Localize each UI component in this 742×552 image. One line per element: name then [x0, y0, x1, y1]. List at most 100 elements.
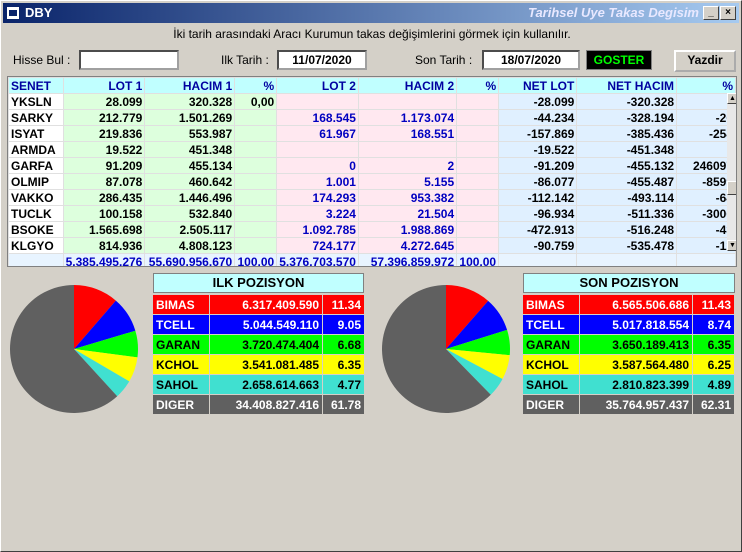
scroll-thumb[interactable]: [727, 181, 736, 195]
table-row[interactable]: BSOKE 1.565.698 2.505.117 1.092.785 1.988.86…: [8, 221, 736, 238]
column-header[interactable]: NET HACIM: [576, 77, 678, 94]
table-cell: 451.348: [144, 141, 236, 158]
table-cell: -3006: [676, 205, 736, 222]
table-row[interactable]: TUCLK 100.158 532.840 3.224 21.504 -96.934 -51…: [8, 205, 736, 222]
column-header[interactable]: %: [234, 77, 278, 94]
total-cell: 100,00: [456, 253, 500, 266]
table-cell: 0: [276, 157, 359, 174]
table-row[interactable]: VAKKO 286.435 1.446.496 174.293 953.382 -112.…: [8, 189, 736, 206]
table-cell: 1.446.496: [144, 189, 236, 206]
table-row[interactable]: YKSLN 28.099 320.328 0,00 -28.099 -320.328: [8, 93, 736, 110]
column-header[interactable]: HACIM 2: [357, 77, 458, 94]
table-cell: -451.348: [576, 141, 678, 158]
pozisyon-value: 3.720.474.404: [209, 334, 323, 355]
pie-slice-sahol: [74, 349, 130, 397]
hisse-search-input[interactable]: [79, 50, 179, 70]
table-cell: [234, 189, 278, 206]
pozisyon-symbol: GARAN: [522, 334, 580, 355]
column-header[interactable]: HACIM 1: [144, 77, 236, 94]
total-cell: 5.376.703.570: [276, 253, 359, 266]
table-cell: -91.209: [498, 157, 578, 174]
table-cell: -455.487: [576, 173, 678, 190]
table-cell: 1.501.269: [144, 109, 236, 126]
column-header[interactable]: NET LOT: [498, 77, 578, 94]
column-header[interactable]: LOT 1: [62, 77, 146, 94]
pozisyon-symbol: TCELL: [522, 314, 580, 335]
pozisyon-row: DIGER 35.764.957.437 62.31: [522, 394, 735, 415]
table-cell: [456, 125, 500, 142]
table-cell: -455.132: [576, 157, 678, 174]
total-cell: [676, 253, 736, 266]
pozisyon-percent: 4.77: [322, 374, 365, 395]
ilk-tarih-input[interactable]: 11/07/2020: [277, 50, 367, 70]
table-cell: [456, 189, 500, 206]
pozisyon-value: 34.408.827.416: [209, 394, 323, 415]
table-cell: BSOKE: [8, 221, 64, 238]
table-cell: [676, 141, 736, 158]
table-row[interactable]: OLMIP 87.078 460.642 1.001 5.155 -86.077 -455.…: [8, 173, 736, 190]
table-cell: [456, 205, 500, 222]
table-cell: 460.642: [144, 173, 236, 190]
table-cell: -96.934: [498, 205, 578, 222]
pie-slice-bimas: [446, 285, 489, 349]
pozisyon-percent: 6.35: [692, 334, 735, 355]
pozisyon-value: 2.810.823.399: [579, 374, 693, 395]
pozisyon-value: 3.650.189.413: [579, 334, 693, 355]
pozisyon-percent: 9.05: [322, 314, 365, 335]
scroll-down-icon[interactable]: ▼: [727, 240, 736, 251]
table-cell: [456, 109, 500, 126]
pozisyon-percent: 4.89: [692, 374, 735, 395]
pozisyon-symbol: TCELL: [152, 314, 210, 335]
son-tarih-input[interactable]: 18/07/2020: [482, 50, 580, 70]
total-cell: [8, 253, 64, 266]
table-cell: 219.836: [62, 125, 146, 142]
table-cell: 455.134: [144, 157, 236, 174]
column-header[interactable]: SENET: [8, 77, 64, 94]
table-cell: OLMIP: [8, 173, 64, 190]
pie-slice-tcell: [74, 300, 136, 349]
table-cell: -385.436: [576, 125, 678, 142]
scroll-up-icon[interactable]: ▲: [727, 93, 736, 104]
pozisyon-percent: 6.68: [322, 334, 365, 355]
table-cell: 2: [357, 157, 458, 174]
table-cell: -511.336: [576, 205, 678, 222]
table-cell: KLGYO: [8, 237, 64, 254]
yazdir-button[interactable]: Yazdir: [674, 50, 736, 72]
column-header[interactable]: LOT 2: [276, 77, 359, 94]
table-cell: 4.272.645: [357, 237, 458, 254]
table-row[interactable]: SARKY 212.779 1.501.269 168.545 1.173.074 -44…: [8, 109, 736, 126]
table-cell: [234, 173, 278, 190]
table-cell: ISYAT: [8, 125, 64, 142]
table-cell: [456, 141, 500, 158]
pozisyon-percent: 11.34: [322, 294, 365, 315]
table-cell: [276, 141, 359, 158]
table-cell: VAKKO: [8, 189, 64, 206]
table-cell: [234, 205, 278, 222]
table-row[interactable]: GARFA 91.209 455.134 0 2 -91.209 -455.132 24609…: [8, 157, 736, 174]
table-row[interactable]: ARMDA 19.522 451.348 -19.522 -451.348: [8, 141, 736, 158]
table-cell: [456, 237, 500, 254]
table-cell: 3.224: [276, 205, 359, 222]
description-text: İki tarih arasındaki Aracı Kurumun takas…: [173, 27, 571, 41]
son-pozisyon-table: BIMAS 6.565.506.686 11.43 TCELL 5.017.818.55…: [522, 294, 735, 415]
table-cell: [676, 93, 736, 110]
total-cell: 55.690.956.670: [144, 253, 236, 266]
table-cell: SARKY: [8, 109, 64, 126]
close-icon[interactable]: ×: [720, 6, 736, 20]
goster-button[interactable]: GOSTER: [586, 50, 652, 70]
total-cell: 100,00: [234, 253, 278, 266]
table-row[interactable]: KLGYO 814.936 4.808.123 724.177 4.272.645 -90…: [8, 237, 736, 254]
column-header[interactable]: %: [676, 77, 736, 94]
pie-slice-kchol: [446, 349, 510, 380]
table-cell: [456, 157, 500, 174]
table-cell: 953.382: [357, 189, 458, 206]
table-cell: 100.158: [62, 205, 146, 222]
pie-slice-bimas: [74, 285, 116, 349]
pozisyon-row: BIMAS 6.317.409.590 11.34: [152, 294, 365, 315]
table-row[interactable]: ISYAT 219.836 553.987 61.967 168.551 -157.869…: [8, 125, 736, 142]
table-cell: 21.504: [357, 205, 458, 222]
column-header[interactable]: %: [456, 77, 500, 94]
grid-scrollbar[interactable]: ▲ ▼: [727, 93, 736, 251]
minimize-icon[interactable]: _: [703, 6, 719, 20]
